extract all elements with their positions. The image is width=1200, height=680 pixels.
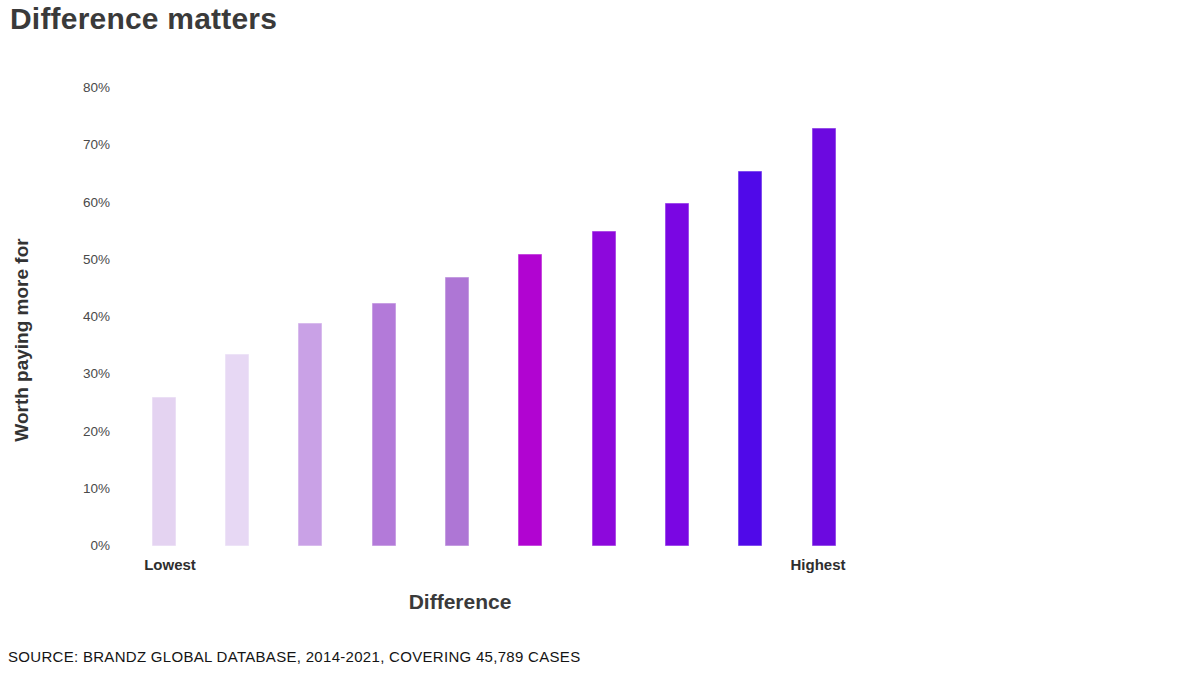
bar <box>225 354 249 546</box>
y-tick-label: 10% <box>60 481 110 497</box>
x-label-highest: Highest <box>790 556 845 573</box>
y-tick-label: 0% <box>60 538 110 554</box>
y-tick-label: 30% <box>60 366 110 382</box>
y-tick-label: 70% <box>60 137 110 153</box>
bar <box>152 397 176 546</box>
y-tick-label: 60% <box>60 195 110 211</box>
y-tick-label: 20% <box>60 424 110 440</box>
plot-area: 0%10%20%30%40%50%60%70%80% <box>115 88 880 546</box>
y-axis-label: Worth paying more for <box>11 238 33 441</box>
y-tick-label: 80% <box>60 80 110 96</box>
bar <box>592 231 616 546</box>
x-axis-title: Difference <box>409 590 512 614</box>
bar <box>372 303 396 546</box>
y-tick-label: 40% <box>60 309 110 325</box>
bar <box>738 171 762 546</box>
chart-page: Difference matters Worth paying more for… <box>0 0 1200 680</box>
bar <box>665 203 689 547</box>
bar <box>298 323 322 546</box>
bar <box>812 128 836 546</box>
bar <box>518 254 542 546</box>
bar <box>445 277 469 546</box>
x-label-lowest: Lowest <box>144 556 196 573</box>
source-note: SOURCE: BRANDZ GLOBAL DATABASE, 2014-202… <box>8 648 580 665</box>
y-tick-label: 50% <box>60 252 110 268</box>
chart-title: Difference matters <box>10 2 277 36</box>
